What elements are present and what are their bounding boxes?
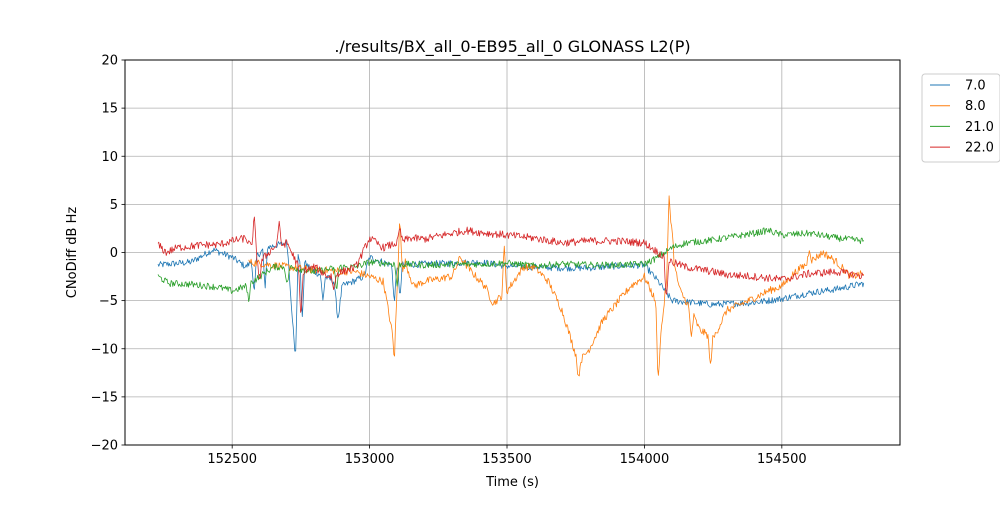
series-line-22.0 [157, 216, 864, 313]
series-line-21.0 [157, 227, 865, 303]
legend-label: 21.0 [965, 120, 994, 135]
x-tick-label: 154500 [757, 452, 807, 467]
axis-ticks: 152500 153000 153500 154000 154500 −20 −15 −10 −… [91, 54, 807, 468]
legend: 7.0 8.0 21.0 22.0 [921, 73, 1000, 163]
y-tick-label: −15 [91, 390, 118, 405]
chart-title: ./results/BX_all_0-EB95_all_0 GLONASS L2… [334, 37, 690, 57]
y-tick-label: −10 [91, 342, 118, 357]
legend-label: 7.0 [965, 79, 986, 94]
y-tick-label: −5 [99, 294, 118, 309]
y-tick-label: 5 [110, 198, 118, 213]
y-tick-label: 15 [101, 102, 118, 117]
x-tick-label: 153000 [345, 452, 395, 467]
legend-label: 8.0 [965, 99, 986, 114]
legend-label: 22.0 [965, 141, 994, 156]
y-axis-label: CNoDiff dB Hz [65, 207, 80, 299]
x-axis-label: Time (s) [485, 475, 539, 490]
legend-box [921, 73, 1000, 163]
y-tick-label: 20 [101, 54, 118, 69]
series-group [157, 195, 865, 377]
x-tick-label: 153500 [482, 452, 532, 467]
x-tick-label: 152500 [207, 452, 257, 467]
y-tick-label: −20 [91, 439, 118, 454]
y-tick-label: 0 [110, 246, 118, 261]
x-tick-label: 154000 [620, 452, 670, 467]
y-tick-label: 10 [101, 150, 118, 165]
series-line-8.0 [248, 195, 865, 377]
